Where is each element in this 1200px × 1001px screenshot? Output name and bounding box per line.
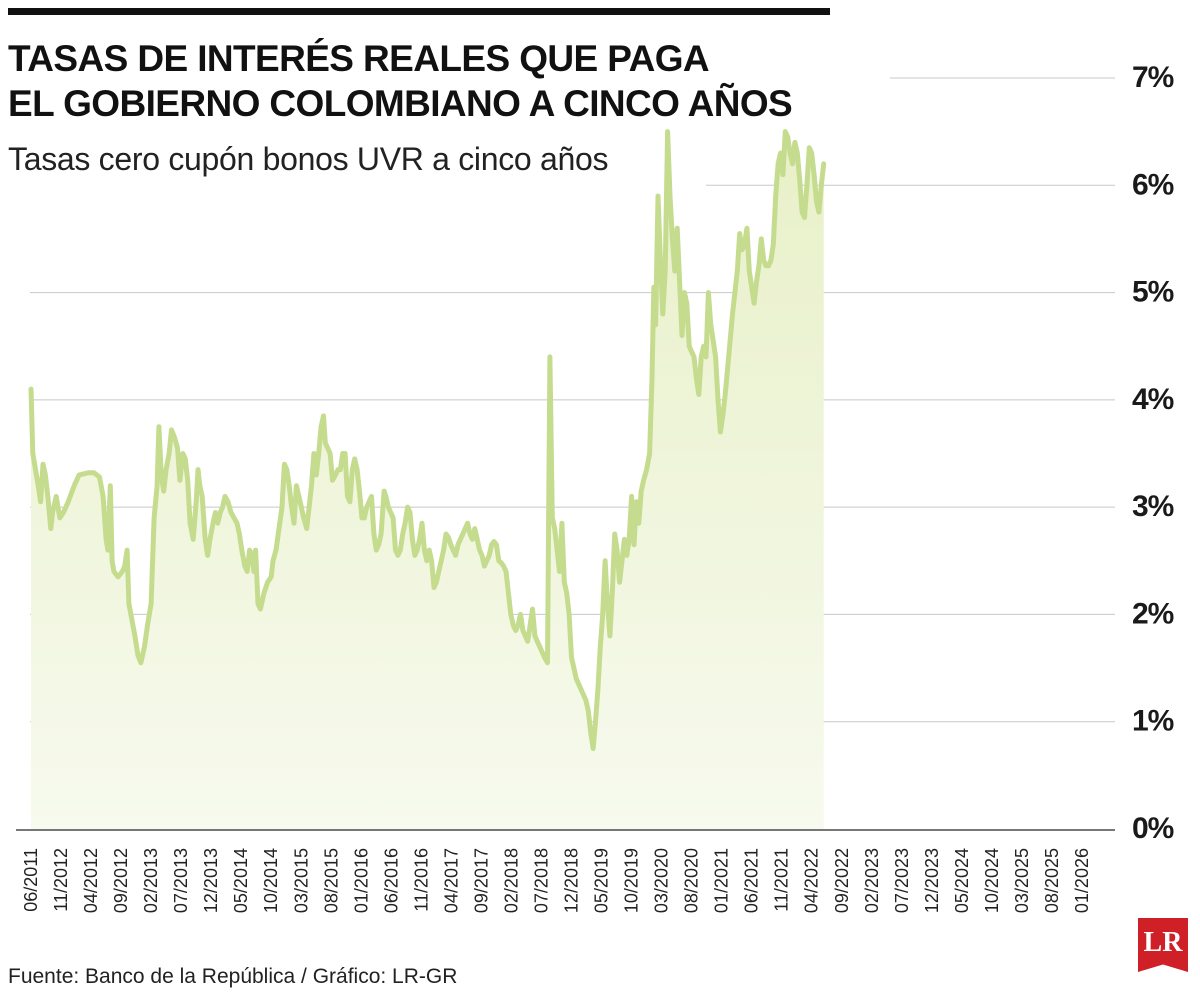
x-tick-label: 07/2018 bbox=[531, 848, 551, 913]
x-tick-label: 04/2012 bbox=[81, 848, 101, 913]
x-tick-label: 08/2025 bbox=[1042, 848, 1062, 913]
header-rule bbox=[8, 8, 830, 15]
x-tick-label: 10/2019 bbox=[622, 848, 642, 913]
x-tick-label: 11/2021 bbox=[772, 848, 792, 912]
series-line bbox=[28, 129, 827, 751]
y-tick-labels: 0% 1% 2% 3% 4% 5% 6% 7% bbox=[1132, 61, 1175, 845]
x-tick-label: 09/2012 bbox=[111, 848, 131, 913]
x-tick-label: 02/2023 bbox=[862, 848, 882, 913]
x-tick-label: 05/2019 bbox=[592, 848, 612, 913]
x-tick-label: 09/2017 bbox=[471, 848, 491, 913]
x-tick-label: 11/2016 bbox=[411, 848, 431, 912]
chart-title-line-2: EL GOBIERNO COLOMBIANO A CINCO AÑOS bbox=[8, 83, 793, 124]
chart-title-line-1: TASAS DE INTERÉS REALES QUE PAGA bbox=[8, 38, 710, 79]
y-tick-label: 7% bbox=[1132, 61, 1174, 94]
source-note: Fuente: Banco de la República / Gráfico:… bbox=[8, 965, 458, 988]
x-tick-label: 03/2020 bbox=[652, 848, 672, 913]
x-tick-label: 05/2024 bbox=[952, 848, 972, 913]
x-tick-label: 04/2022 bbox=[802, 848, 822, 913]
x-tick-label: 08/2015 bbox=[321, 848, 341, 913]
x-tick-label: 02/2018 bbox=[501, 848, 521, 913]
y-tick-label: 2% bbox=[1132, 597, 1174, 630]
x-tick-label: 07/2023 bbox=[892, 848, 912, 913]
x-tick-label: 04/2017 bbox=[441, 848, 461, 913]
x-tick-label: 01/2021 bbox=[712, 848, 732, 913]
x-tick-label: 12/2023 bbox=[922, 848, 942, 913]
x-tick-label: 01/2026 bbox=[1072, 848, 1092, 913]
x-tick-label: 06/2011 bbox=[21, 848, 41, 912]
x-tick-label: 05/2014 bbox=[231, 848, 251, 913]
x-tick-label: 09/2022 bbox=[832, 848, 852, 913]
x-tick-label: 02/2013 bbox=[141, 848, 161, 913]
y-tick-label: 6% bbox=[1132, 168, 1174, 201]
series-area-fill bbox=[31, 131, 824, 830]
x-tick-label: 03/2025 bbox=[1012, 848, 1032, 913]
chart-title: TASAS DE INTERÉS REALES QUE PAGA EL GOBI… bbox=[8, 36, 793, 126]
y-tick-label: 1% bbox=[1132, 705, 1174, 738]
y-tick-label: 0% bbox=[1132, 812, 1174, 845]
lr-logo: LR bbox=[1138, 918, 1188, 972]
y-tick-label: 4% bbox=[1132, 383, 1174, 416]
x-tick-label: 10/2024 bbox=[982, 848, 1002, 913]
x-tick-label: 03/2015 bbox=[291, 848, 311, 913]
y-tick-label: 5% bbox=[1132, 276, 1174, 309]
y-tick-label: 3% bbox=[1132, 490, 1174, 523]
x-tick-label: 10/2014 bbox=[261, 848, 281, 913]
chart-subtitle: Tasas cero cupón bonos UVR a cinco años bbox=[8, 141, 609, 177]
x-tick-label: 12/2018 bbox=[562, 848, 582, 913]
x-tick-label: 01/2016 bbox=[351, 848, 371, 913]
x-tick-label: 06/2016 bbox=[381, 848, 401, 913]
x-tick-label: 12/2013 bbox=[201, 848, 221, 913]
x-tick-label: 06/2021 bbox=[742, 848, 762, 913]
x-tick-label: 11/2012 bbox=[51, 848, 71, 912]
x-tick-label: 08/2020 bbox=[682, 848, 702, 913]
x-tick-labels: 06/2011 11/2012 04/2012 09/2012 02/2013 07/20… bbox=[21, 848, 1092, 913]
x-tick-label: 07/2013 bbox=[171, 848, 191, 913]
